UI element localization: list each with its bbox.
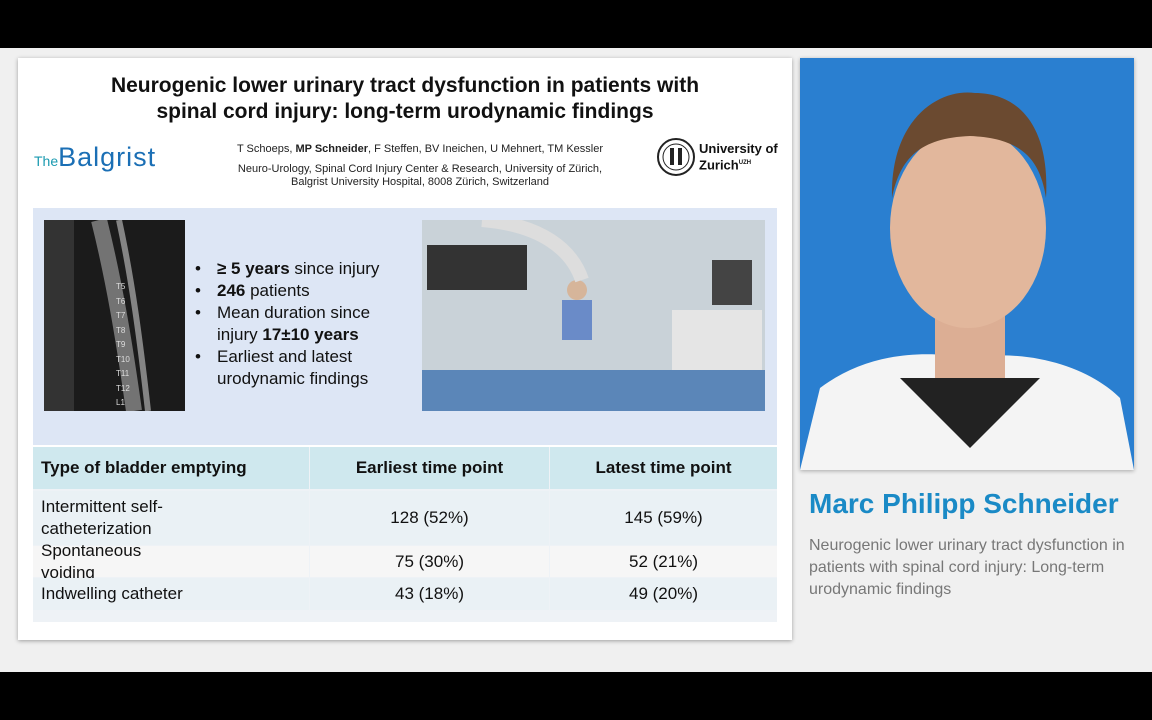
- photo-drawing: [422, 220, 765, 411]
- bullet: 246 patients: [193, 280, 408, 302]
- slide: Neurogenic lower urinary tract dysfuncti…: [18, 58, 792, 640]
- uzh-seal: [657, 138, 695, 176]
- bullet-text: Earliest and latest urodynamic findings: [217, 347, 369, 388]
- logo-text: Zurich: [699, 157, 739, 173]
- table-cell: 145 (59%): [550, 491, 777, 545]
- spine-label: T5: [116, 282, 126, 291]
- table-cell: 52 (21%): [550, 546, 777, 577]
- spine-label: T11: [116, 369, 130, 378]
- uzh-logo: University of ZurichUZH: [699, 141, 778, 172]
- logo-text: University of: [699, 141, 778, 156]
- slide-title: spinal cord injury: long-term urodynamic…: [156, 100, 654, 123]
- author-text: , F Steffen, BV Ineichen, U Mehnert, TM …: [368, 143, 604, 155]
- spine-label: T6: [116, 296, 126, 306]
- mri-image: T5 T6 T7 T8 T9 T10 T11 T12 L1: [44, 220, 185, 411]
- author-text: MP Schneider: [295, 143, 369, 155]
- table-cell: 49 (20%): [550, 578, 777, 610]
- table-cell: Spontaneous voiding: [33, 541, 309, 582]
- header-cell: Earliest time point: [310, 447, 549, 489]
- exam-room-photo: [422, 220, 765, 411]
- bullet: Earliest and latest urodynamic findings: [193, 346, 408, 390]
- bullet-text: Mean duration since injury: [217, 303, 371, 344]
- author-text: T Schoeps,: [236, 143, 296, 155]
- bullet-text: since injury: [289, 259, 380, 278]
- results-table: Type of bladder emptying Earliest time po…: [33, 447, 777, 622]
- bullet-text: 17±10 years: [262, 325, 359, 344]
- logo-text: Balgrist: [58, 142, 157, 172]
- spine-label: T9: [116, 340, 126, 349]
- bullet-text: 246: [217, 281, 246, 300]
- speaker-photo: [800, 58, 1134, 470]
- table-cell: Intermittent self-catheterization: [33, 491, 309, 545]
- affiliation: Balgrist University Hospital, 8008 Züric…: [291, 176, 549, 188]
- table-cell: Indwelling catheter: [33, 578, 309, 610]
- bullet-text: ≥ 5 years: [217, 259, 290, 278]
- balgrist-logo: TheBalgrist: [34, 142, 156, 173]
- spine-label: T10: [116, 354, 130, 364]
- affiliation: Neuro-Urology, Spinal Cord Injury Center…: [237, 163, 603, 175]
- talk-title: Neurogenic lower urinary tract dysfuncti…: [809, 537, 1125, 598]
- spine-label: T12: [116, 383, 130, 393]
- header-cell: Type of bladder emptying: [33, 447, 309, 489]
- slide-title: Neurogenic lower urinary tract dysfuncti…: [110, 74, 700, 97]
- table-cell: 128 (52%): [310, 491, 549, 545]
- header-cell: Latest time point: [550, 447, 777, 489]
- table-cell: 75 (30%): [310, 546, 549, 577]
- speaker-name: Marc Philipp Schneider: [809, 488, 1119, 519]
- logo-text: UZH: [738, 160, 752, 166]
- logo-text: The: [34, 153, 59, 169]
- speaker-drawing: [800, 92, 1134, 470]
- bullet: ≥ 5 years since injury: [193, 258, 408, 280]
- bullet-list: ≥ 5 years since injury246 patientsMean d…: [193, 258, 408, 390]
- bullet: Mean duration since injury 17±10 years: [193, 302, 408, 346]
- spine-label: L1: [116, 398, 125, 407]
- authors: T Schoeps, MP Schneider, F Steffen, BV I…: [180, 143, 660, 155]
- spine-label: T8: [116, 325, 126, 335]
- bullet-text: patients: [245, 281, 310, 300]
- table-cell: 43 (18%): [310, 578, 549, 610]
- spine-label: T7: [116, 311, 126, 320]
- mri-drawing: [44, 220, 151, 411]
